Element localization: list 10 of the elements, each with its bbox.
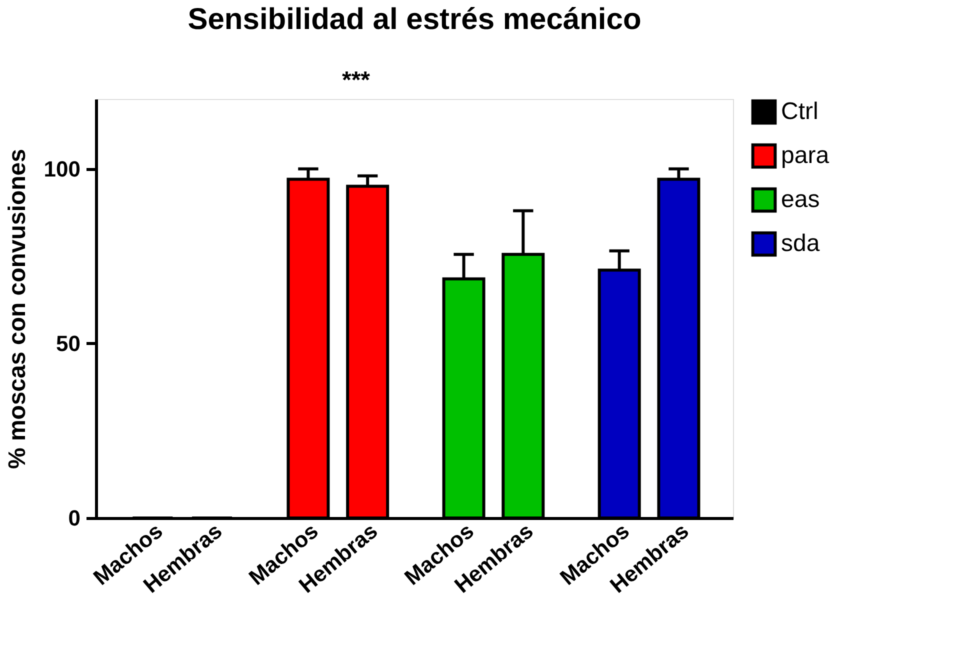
- y-tick-label: 0: [68, 506, 80, 530]
- legend-label: para: [781, 142, 830, 169]
- y-tick-label: 50: [56, 330, 80, 356]
- y-tick-label: 100: [44, 156, 80, 182]
- chart-title: Sensibilidad al estrés mecánico: [188, 3, 642, 36]
- y-axis-title: % moscas con convusiones: [4, 148, 31, 470]
- legend-label: eas: [781, 186, 820, 213]
- legend-label: Ctrl: [781, 98, 818, 125]
- text: ***: [342, 67, 371, 94]
- legend-label: sda: [781, 230, 820, 257]
